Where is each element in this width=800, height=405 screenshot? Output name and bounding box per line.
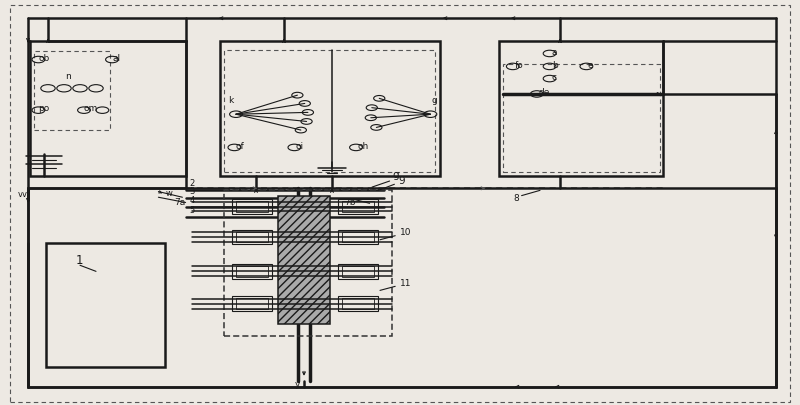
Text: n: n bbox=[65, 72, 71, 81]
Bar bbox=[236, 201, 268, 212]
Bar bbox=[338, 296, 378, 311]
Text: 7a: 7a bbox=[174, 198, 186, 207]
Text: of: of bbox=[236, 142, 245, 151]
Text: g: g bbox=[432, 96, 438, 105]
Bar bbox=[34, 51, 110, 130]
Bar bbox=[28, 188, 776, 387]
Text: b: b bbox=[552, 61, 558, 70]
Bar bbox=[46, 243, 165, 367]
Text: 1: 1 bbox=[76, 254, 83, 267]
Bar bbox=[232, 230, 272, 244]
Text: 3: 3 bbox=[190, 188, 195, 196]
Text: ob: ob bbox=[38, 54, 50, 63]
Text: g: g bbox=[392, 170, 398, 180]
Text: 11: 11 bbox=[400, 279, 411, 288]
Text: a: a bbox=[552, 48, 558, 57]
Text: 9: 9 bbox=[398, 176, 405, 186]
Bar bbox=[232, 264, 272, 279]
Text: 5: 5 bbox=[190, 206, 195, 215]
Bar bbox=[342, 298, 374, 309]
Text: fo: fo bbox=[514, 61, 523, 70]
Bar bbox=[232, 296, 272, 311]
Text: oh: oh bbox=[358, 142, 369, 151]
Bar bbox=[338, 264, 378, 279]
Bar bbox=[30, 40, 186, 176]
Text: om: om bbox=[84, 104, 98, 113]
Text: 8: 8 bbox=[514, 194, 519, 203]
Text: k: k bbox=[228, 96, 234, 105]
Text: y: y bbox=[294, 380, 300, 389]
Text: 10: 10 bbox=[400, 228, 411, 237]
Bar bbox=[278, 196, 330, 324]
Bar bbox=[236, 266, 268, 277]
Bar bbox=[232, 199, 272, 214]
Bar bbox=[338, 230, 378, 244]
Text: 7b: 7b bbox=[344, 198, 355, 207]
Bar bbox=[224, 190, 392, 336]
Bar bbox=[224, 50, 435, 172]
Text: al: al bbox=[112, 54, 120, 63]
Text: po: po bbox=[38, 104, 50, 113]
Text: c: c bbox=[552, 73, 557, 82]
Bar bbox=[342, 201, 374, 212]
Text: oi: oi bbox=[296, 142, 304, 151]
Bar bbox=[503, 64, 660, 172]
Text: de: de bbox=[538, 88, 550, 97]
Bar bbox=[342, 232, 374, 242]
Bar bbox=[499, 40, 663, 176]
Bar bbox=[342, 266, 374, 277]
Text: 2: 2 bbox=[190, 179, 195, 188]
Bar bbox=[236, 232, 268, 242]
Bar bbox=[220, 40, 440, 176]
Bar bbox=[338, 199, 378, 214]
Text: 4: 4 bbox=[190, 196, 195, 205]
Bar bbox=[236, 298, 268, 309]
Text: e: e bbox=[588, 61, 594, 70]
Text: vv: vv bbox=[18, 190, 27, 199]
Text: w: w bbox=[166, 190, 173, 198]
